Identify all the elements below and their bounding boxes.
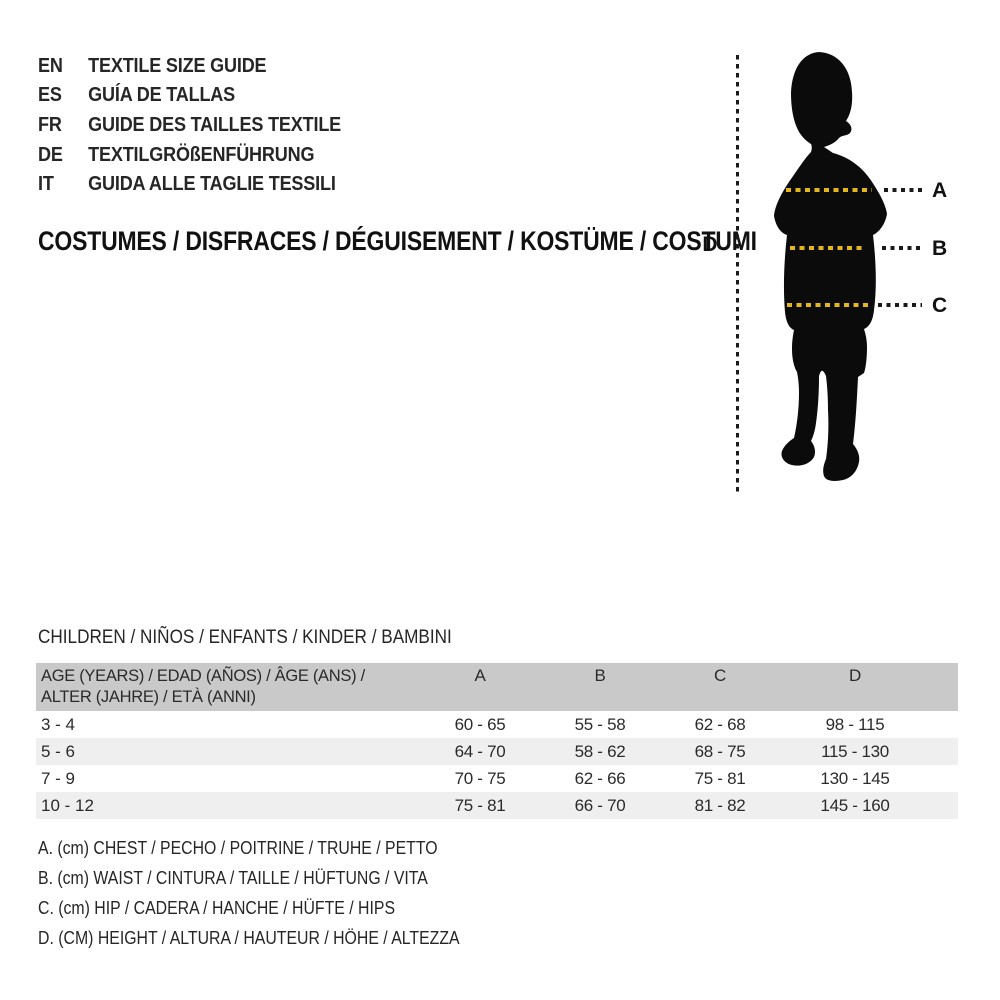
hip-dash-line (787, 303, 871, 307)
children-section-title: CHILDREN / NIÑOS / ENFANTS / KINDER / BA… (38, 626, 452, 648)
language-row: ES GUÍA DE TALLAS (38, 81, 341, 111)
age-column-header: AGE (YEARS) / EDAD (AÑOS) / ÂGE (ANS) / … (36, 666, 420, 707)
language-code: ES (38, 83, 62, 107)
chest-dash-line (786, 188, 872, 192)
legend-line-waist: B. (cm) WAIST / CINTURA / TAILLE / HÜFTU… (38, 867, 428, 888)
table-row: 3 - 4 60 - 65 55 - 58 62 - 68 98 - 115 (36, 711, 958, 738)
language-title: GUIDE DES TAILLES TEXTILE (88, 112, 342, 136)
language-row: EN TEXTILE SIZE GUIDE (38, 51, 341, 81)
language-title-list: EN TEXTILE SIZE GUIDE ES GUÍA DE TALLAS … (38, 51, 382, 199)
language-row: FR GUIDE DES TAILLES TEXTILE (38, 110, 341, 140)
measurement-legend: A. (cm) CHEST / PECHO / POITRINE / TRUHE… (38, 833, 517, 953)
height-range-cell: 98 - 115 (825, 714, 885, 734)
language-row: DE TEXTILGRÖßENFÜHRUNG (38, 140, 341, 170)
hip-dotted-connector (878, 303, 922, 307)
age-column-header-line2: ALTER (JAHRE) / ETÀ (ANNI) (41, 687, 256, 706)
chest-range-cell: 75 - 81 (454, 795, 506, 815)
language-code: FR (38, 112, 62, 136)
height-label: D (702, 233, 718, 256)
age-cell: 5 - 6 (41, 741, 76, 761)
chest-range-cell: 60 - 65 (454, 714, 506, 734)
language-row: IT GUIDA ALLE TAGLIE TESSILI (38, 169, 341, 199)
hip-label: C (932, 294, 948, 317)
height-range-cell: 115 - 130 (821, 741, 889, 761)
table-row: 7 - 9 70 - 75 62 - 66 75 - 81 130 - 145 (36, 765, 958, 792)
age-cell: 3 - 4 (41, 714, 76, 734)
waist-dotted-connector (882, 246, 922, 250)
chest-label: A (932, 179, 948, 202)
legend-line-height: D. (CM) HEIGHT / ALTURA / HAUTEUR / HÖHE… (38, 927, 460, 948)
column-header-a: A (474, 666, 486, 685)
table-row: 10 - 12 75 - 81 66 - 70 81 - 82 145 - 16… (36, 792, 958, 819)
language-code: EN (38, 53, 63, 77)
waist-range-cell: 58 - 62 (574, 741, 626, 761)
waist-range-cell: 55 - 58 (574, 714, 626, 734)
language-code: IT (38, 172, 54, 196)
language-title: TEXTILE SIZE GUIDE (88, 53, 267, 77)
table-row: 5 - 6 64 - 70 58 - 62 68 - 75 115 - 130 (36, 738, 958, 765)
age-cell: 10 - 12 (41, 795, 94, 815)
chest-dotted-connector (884, 188, 922, 192)
column-header-d: D (849, 666, 861, 685)
hip-range-cell: 75 - 81 (694, 768, 746, 788)
chest-range-cell: 70 - 75 (454, 768, 506, 788)
children-size-table: AGE (YEARS) / EDAD (AÑOS) / ÂGE (ANS) / … (36, 663, 958, 819)
waist-range-cell: 62 - 66 (574, 768, 626, 788)
hip-range-cell: 81 - 82 (694, 795, 746, 815)
language-title: GUÍA DE TALLAS (88, 83, 236, 107)
height-range-cell: 130 - 145 (820, 768, 890, 788)
waist-dash-line (790, 246, 866, 250)
legend-line-hip: C. (cm) HIP / CADERA / HANCHE / HÜFTE / … (38, 897, 396, 918)
language-title: TEXTILGRÖßENFÜHRUNG (88, 142, 315, 166)
age-column-header-line1: AGE (YEARS) / EDAD (AÑOS) / ÂGE (ANS) / (41, 667, 365, 685)
column-header-b: B (594, 666, 606, 685)
table-header-row: AGE (YEARS) / EDAD (AÑOS) / ÂGE (ANS) / … (36, 663, 958, 711)
hip-range-cell: 62 - 68 (694, 714, 746, 734)
language-code: DE (38, 142, 63, 166)
legend-line-chest: A. (cm) CHEST / PECHO / POITRINE / TRUHE… (38, 837, 438, 858)
waist-range-cell: 66 - 70 (574, 795, 626, 815)
height-dotted-line (736, 55, 739, 492)
column-header-c: C (714, 666, 726, 685)
chest-range-cell: 64 - 70 (454, 741, 506, 761)
height-range-cell: 145 - 160 (820, 795, 890, 815)
language-title: GUIDA ALLE TAGLIE TESSILI (88, 172, 336, 196)
child-silhouette-figure (774, 52, 887, 481)
age-cell: 7 - 9 (41, 768, 76, 788)
waist-label: B (932, 237, 948, 260)
hip-range-cell: 68 - 75 (694, 741, 746, 761)
category-title: COSTUMES / DISFRACES / DÉGUISEMENT / KOS… (38, 226, 757, 256)
